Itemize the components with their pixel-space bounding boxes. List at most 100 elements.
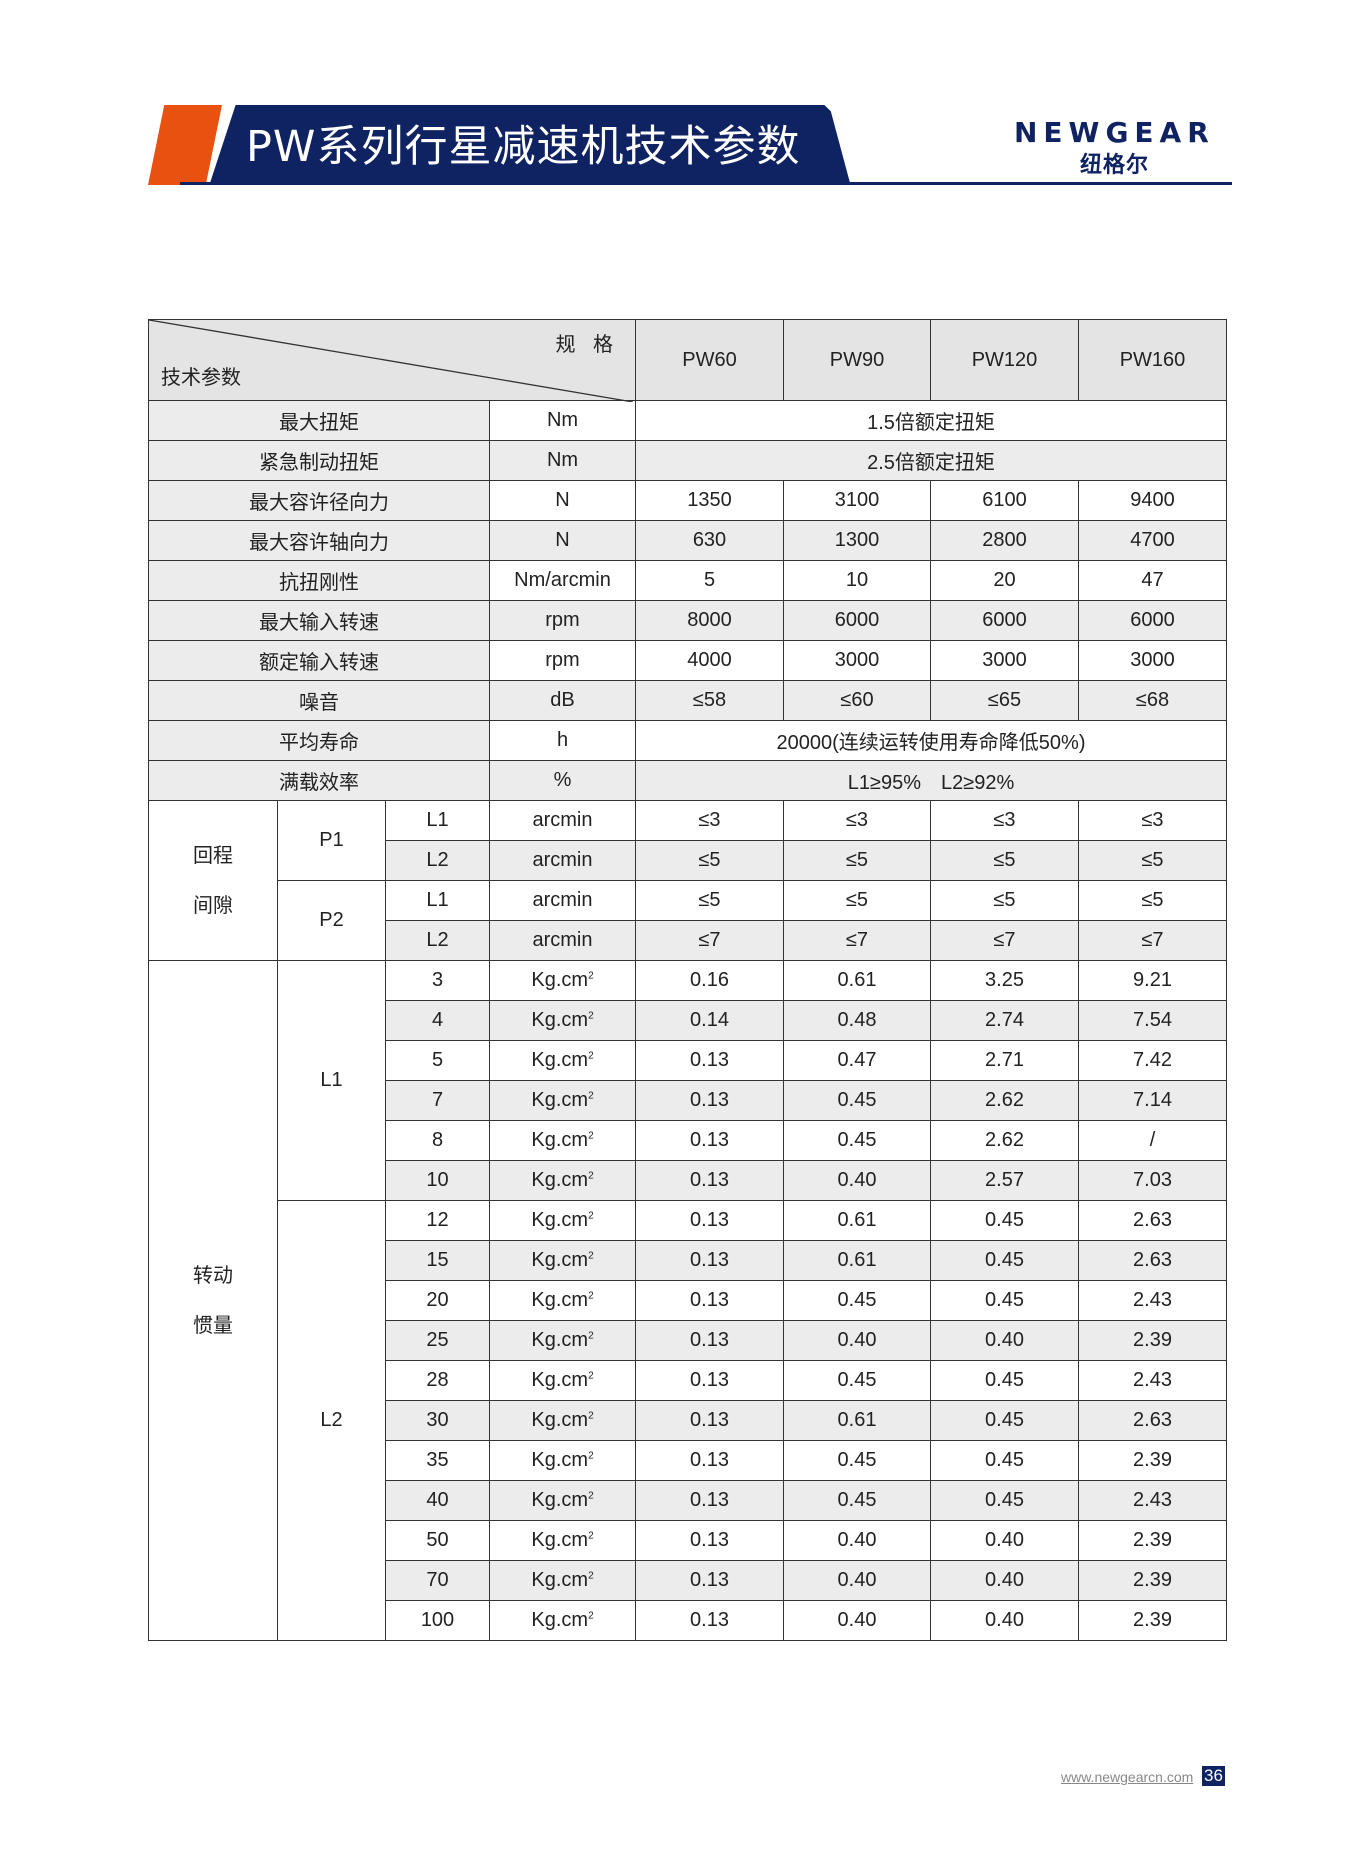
value-cell: 0.13 (635, 1400, 784, 1441)
value-cell: ≤58 (635, 680, 784, 721)
value-cell: 3000 (930, 640, 1079, 681)
value-cell: 0.45 (930, 1480, 1079, 1521)
value-cell: 0.13 (635, 1440, 784, 1481)
website-link[interactable]: www.newgearcn.com (1061, 1769, 1194, 1785)
stage-cell: 28 (385, 1360, 490, 1401)
param-name: 抗扭刚性 (148, 560, 490, 601)
table-row: 最大容许径向力 N 1350 3100 6100 9400 (148, 480, 1227, 521)
unit-superscript: 2 (588, 1450, 594, 1462)
value-cell: 2.39 (1078, 1440, 1227, 1481)
stage-cell: 40 (385, 1480, 490, 1521)
table-row: P2 L1 arcmin ≤5 ≤5 ≤5 ≤5 (149, 880, 1227, 961)
value-cell: 0.13 (635, 1120, 784, 1161)
stage-cell: 5 (385, 1040, 490, 1081)
value-cell: 0.13 (635, 1040, 784, 1081)
value-cell: 2.62 (930, 1080, 1079, 1121)
value-cell: 3.25 (930, 960, 1079, 1001)
unit-text: Kg.cm (531, 1049, 589, 1071)
value-cell: 0.40 (930, 1560, 1079, 1601)
value-cell: 0.40 (930, 1520, 1079, 1561)
value-cell: 0.61 (783, 1200, 931, 1241)
value-cell: ≤5 (783, 880, 931, 921)
unit-cell: Nm (489, 400, 636, 441)
value-cell: 5 (635, 560, 784, 601)
param-name: 噪音 (148, 680, 490, 721)
value-cell: 0.61 (783, 1400, 931, 1441)
table-row: 4 Kg.cm2 0.14 0.48 2.74 7.54 (149, 1000, 1227, 1041)
model-header: PW90 (783, 319, 931, 401)
value-cell: 2.43 (1078, 1280, 1227, 1321)
unit-cell: arcmin (489, 880, 636, 921)
unit-superscript: 2 (588, 1410, 594, 1422)
param-name: 最大容许轴向力 (148, 520, 490, 561)
unit-superscript: 2 (588, 1130, 594, 1142)
value-cell: 2.57 (930, 1160, 1079, 1201)
value-cell: 47 (1078, 560, 1227, 601)
table-row: 转动 惯量 L1 3 Kg.cm2 0.16 0.61 3.25 9.21 (148, 960, 1227, 1641)
unit-text: Kg.cm (531, 1209, 589, 1231)
table-row: 40 Kg.cm2 0.13 0.45 0.45 2.43 (149, 1480, 1227, 1521)
unit-cell: Kg.cm2 (489, 1200, 636, 1241)
value-cell: ≤65 (930, 680, 1079, 721)
unit-cell: arcmin (489, 840, 636, 881)
value-cell: 0.40 (783, 1520, 931, 1561)
value-cell: 0.45 (783, 1440, 931, 1481)
unit-cell: Kg.cm2 (489, 1520, 636, 1561)
unit-superscript: 2 (588, 1370, 594, 1382)
unit-superscript: 2 (588, 970, 594, 982)
value-cell: 0.47 (783, 1040, 931, 1081)
table-row: 35 Kg.cm2 0.13 0.45 0.45 2.39 (149, 1440, 1227, 1481)
value-cell: ≤5 (635, 880, 784, 921)
unit-cell: N (489, 480, 636, 521)
unit-superscript: 2 (588, 1610, 594, 1622)
unit-text: Kg.cm (531, 1489, 589, 1511)
unit-cell: arcmin (489, 800, 636, 841)
param-name: 最大容许径向力 (148, 480, 490, 521)
stage-cell: 20 (385, 1280, 490, 1321)
stage-cell: L2 (385, 920, 490, 961)
unit-superscript: 2 (588, 1490, 594, 1502)
unit-text: Kg.cm (531, 1289, 589, 1311)
logo-chinese: 纽格尔 (1080, 152, 1150, 177)
value-cell: / (1078, 1120, 1227, 1161)
value-cell: ≤5 (930, 840, 1079, 881)
unit-text: Kg.cm (531, 1329, 589, 1351)
unit-cell: Kg.cm2 (489, 1560, 636, 1601)
table-row: 紧急制动扭矩 Nm 2.5倍额定扭矩 (148, 440, 1227, 481)
stage-cell: 7 (385, 1080, 490, 1121)
unit-text: Kg.cm (531, 1529, 589, 1551)
value-cell: 0.45 (783, 1080, 931, 1121)
unit-text: Kg.cm (531, 969, 589, 991)
value-cell: 0.45 (930, 1240, 1079, 1281)
backlash-label-line1: 回程 (193, 844, 233, 867)
value-cell: 2.39 (1078, 1600, 1227, 1641)
value-cell: 2.43 (1078, 1480, 1227, 1521)
group-label: P2 (277, 880, 386, 961)
backlash-label: 回程 间隙 (148, 800, 278, 961)
value-cell: 20 (930, 560, 1079, 601)
unit-superscript: 2 (588, 1010, 594, 1022)
inertia-label-line1: 转动 (193, 1264, 233, 1287)
unit-cell: Nm/arcmin (489, 560, 636, 601)
merged-value: 2.5倍额定扭矩 (635, 440, 1227, 481)
value-cell: 6100 (930, 480, 1079, 521)
value-cell: 3000 (1078, 640, 1227, 681)
value-cell: 0.45 (930, 1200, 1079, 1241)
unit-cell: Kg.cm2 (489, 1480, 636, 1521)
stage-cell: L1 (385, 800, 490, 841)
value-cell: 0.45 (783, 1280, 931, 1321)
table-row: 最大输入转速 rpm 8000 6000 6000 6000 (148, 600, 1227, 641)
unit-cell: Kg.cm2 (489, 1160, 636, 1201)
unit-text: Kg.cm (531, 1169, 589, 1191)
unit-cell: arcmin (489, 920, 636, 961)
table-row: L2 arcmin ≤7 ≤7 ≤7 ≤7 (149, 920, 1227, 961)
unit-superscript: 2 (588, 1170, 594, 1182)
merged-value: L1≥95% L2≥92% (635, 760, 1227, 801)
param-name: 紧急制动扭矩 (148, 440, 490, 481)
stage-cell: L1 (385, 880, 490, 921)
diagonal-line (149, 320, 633, 402)
backlash-label-line2: 间隙 (193, 894, 233, 917)
table-row: 70 Kg.cm2 0.13 0.40 0.40 2.39 (149, 1560, 1227, 1601)
param-label: 技术参数 (161, 367, 241, 389)
unit-cell: Kg.cm2 (489, 1280, 636, 1321)
